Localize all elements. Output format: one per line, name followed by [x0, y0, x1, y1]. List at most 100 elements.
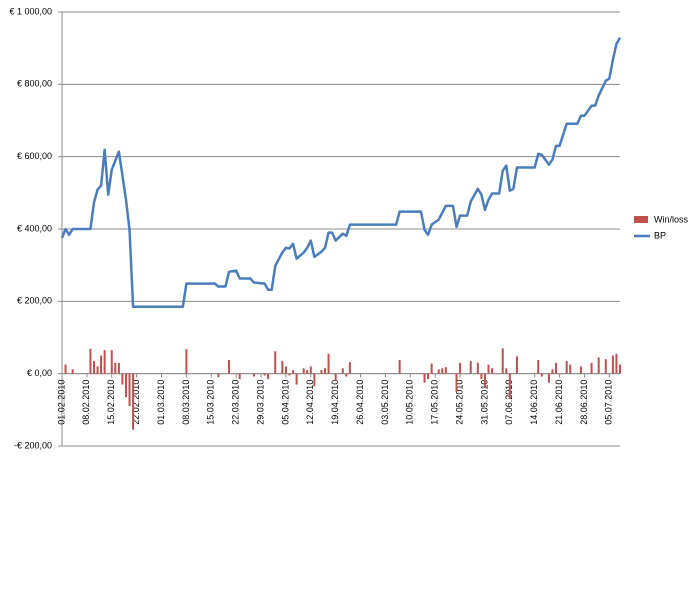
x-tick-label: 15.03.2010 — [206, 380, 216, 425]
x-tick-label: 19.04.2010 — [330, 380, 340, 425]
x-tick-label: 21.06.2010 — [554, 380, 564, 425]
bar — [128, 373, 131, 407]
bar — [267, 373, 270, 380]
bar — [555, 362, 558, 374]
x-tick-label: 22.03.2010 — [231, 380, 241, 425]
bar — [547, 373, 550, 383]
bar — [89, 348, 92, 374]
bar — [423, 373, 426, 383]
bar — [341, 368, 344, 374]
y-tick-label: -€ 200,00 — [14, 440, 52, 450]
bar — [309, 366, 312, 374]
bar — [117, 362, 120, 374]
y-tick-label: € 200,00 — [17, 296, 52, 306]
bar — [483, 373, 486, 389]
bar — [579, 366, 582, 374]
bar — [444, 367, 447, 374]
bar — [132, 373, 135, 430]
bar — [313, 373, 316, 387]
x-tick-label: 01.03.2010 — [156, 380, 166, 425]
x-tick-label: 31.05.2010 — [479, 380, 489, 425]
bar — [64, 364, 67, 374]
y-tick-label: € 800,00 — [17, 79, 52, 89]
legend-label: Win/loss — [654, 214, 689, 224]
bar — [611, 355, 614, 374]
bar — [100, 355, 103, 374]
bar — [441, 368, 444, 374]
bar — [455, 373, 458, 392]
bar — [334, 373, 337, 381]
bar — [597, 357, 600, 374]
bar — [345, 373, 348, 377]
bar — [491, 368, 494, 374]
y-tick-label: € 1 000,00 — [9, 6, 52, 16]
bar — [476, 362, 479, 374]
bar — [284, 366, 287, 374]
bar — [619, 364, 621, 374]
y-tick-label: € 400,00 — [17, 223, 52, 233]
bar — [508, 373, 511, 399]
bar — [398, 359, 401, 374]
bar — [228, 359, 231, 374]
bar — [217, 373, 220, 378]
y-tick-label: € 600,00 — [17, 151, 52, 161]
bar — [327, 353, 330, 374]
x-tick-label: 12.04.2010 — [305, 380, 315, 425]
x-tick-label: 17.05.2010 — [430, 380, 440, 425]
bar — [515, 356, 518, 374]
bar — [121, 373, 124, 385]
bar — [96, 366, 99, 374]
bar — [263, 373, 266, 376]
bar — [505, 368, 508, 374]
bar — [437, 369, 440, 374]
bar — [348, 362, 351, 374]
bar — [604, 359, 607, 374]
bar — [324, 368, 327, 374]
bar — [238, 373, 241, 380]
bar — [114, 362, 117, 374]
bar — [565, 361, 568, 374]
bar — [185, 349, 188, 374]
x-tick-label: 14.06.2010 — [529, 380, 539, 425]
bar — [590, 362, 593, 374]
x-tick-label: 01.02.2010 — [56, 380, 66, 425]
bar — [540, 373, 543, 377]
x-tick-label: 05.07.2010 — [604, 380, 614, 425]
bar — [103, 350, 106, 374]
x-tick-label: 15.02.2010 — [106, 380, 116, 425]
legend-swatch — [634, 216, 648, 223]
x-tick-label: 29.03.2010 — [255, 380, 265, 425]
legend-label: BP — [654, 230, 666, 240]
bar — [110, 350, 113, 374]
bar — [480, 373, 483, 380]
bar — [430, 363, 433, 374]
bar — [92, 361, 95, 374]
bar — [302, 368, 305, 374]
bar — [274, 351, 277, 374]
x-tick-label: 26.04.2010 — [355, 380, 365, 425]
bar — [295, 373, 298, 385]
bar — [320, 370, 323, 374]
bar — [281, 361, 284, 374]
bar — [487, 364, 490, 374]
x-tick-label: 05.04.2010 — [280, 380, 290, 425]
bar — [501, 348, 504, 374]
bar — [427, 373, 430, 380]
x-tick-label: 07.06.2010 — [504, 380, 514, 425]
bar — [71, 369, 74, 374]
bar — [569, 364, 572, 374]
x-tick-label: 03.05.2010 — [380, 380, 390, 425]
y-tick-label: € 0,00 — [27, 368, 52, 378]
x-tick-label: 22.02.2010 — [131, 380, 141, 425]
bar — [306, 370, 309, 374]
x-tick-label: 08.03.2010 — [181, 380, 191, 425]
bar — [615, 353, 618, 374]
bar — [459, 362, 462, 374]
bar — [551, 369, 554, 374]
bar — [537, 359, 540, 374]
x-tick-label: 28.06.2010 — [579, 380, 589, 425]
x-tick-label: 08.02.2010 — [81, 380, 91, 425]
x-tick-label: 10.05.2010 — [405, 380, 415, 425]
bar — [252, 373, 255, 377]
